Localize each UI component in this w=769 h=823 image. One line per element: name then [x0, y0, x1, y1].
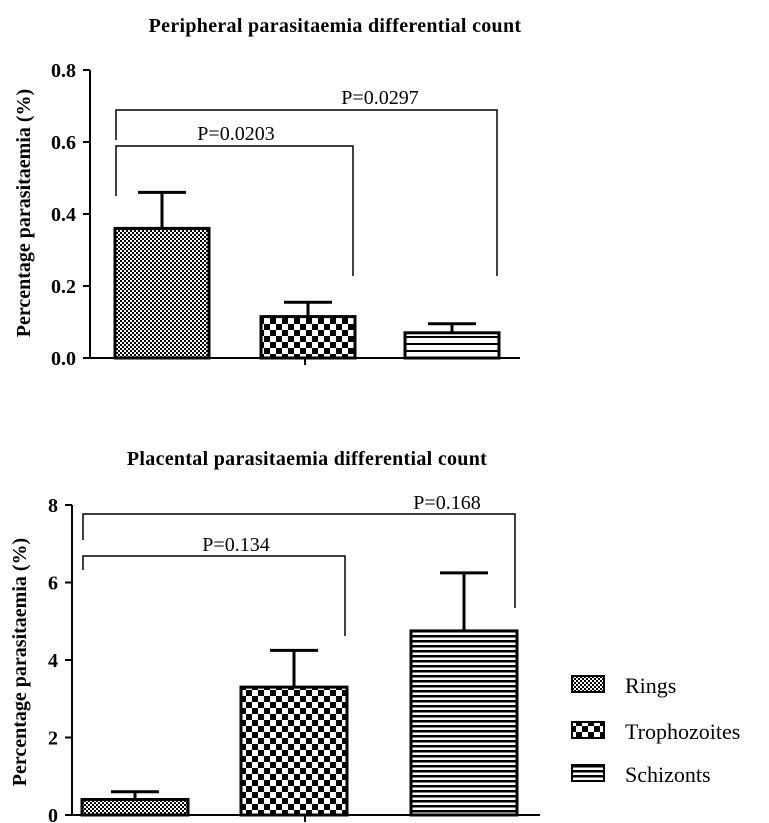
y-tick-label: 4	[48, 650, 58, 672]
legend: Rings Trophozoites Schizonts	[571, 673, 740, 787]
y-tick-label: 0.8	[51, 60, 76, 82]
y-tick-label: 2	[48, 728, 58, 750]
legend-swatch-trophozoites	[571, 721, 605, 739]
chart-title: Peripheral parasitaemia differential cou…	[149, 15, 522, 37]
significance-bracket	[115, 145, 354, 276]
bar-rings	[113, 226, 211, 360]
p-value-label: P=0.168	[413, 492, 480, 514]
y-tick-label: 6	[48, 573, 58, 595]
legend-label-schizonts: Schizonts	[625, 762, 711, 787]
p-value-label: P=0.134	[202, 534, 269, 556]
y-ticks: 0.0 0.2 0.4 0.6 0.8	[51, 60, 90, 370]
y-tick-label: 0.4	[51, 204, 76, 226]
p-value-label: P=0.0297	[341, 87, 418, 109]
bar-trophozoites	[239, 685, 349, 817]
legend-label-trophozoites: Trophozoites	[625, 719, 740, 744]
bar-rings	[80, 798, 190, 817]
peripheral-chart: Peripheral parasitaemia differential cou…	[13, 15, 521, 370]
significance-bracket	[115, 109, 498, 276]
legend-swatch-schizonts	[571, 764, 605, 782]
placental-chart: Placental parasitaemia differential coun…	[9, 448, 540, 823]
significance-bracket	[82, 555, 346, 636]
chart-title: Placental parasitaemia differential coun…	[127, 448, 487, 470]
bar-schizonts	[403, 331, 501, 360]
bar-schizonts	[409, 629, 519, 817]
y-tick-label: 0.0	[51, 348, 76, 370]
y-tick-label: 0.6	[51, 132, 76, 154]
legend-label-rings: Rings	[625, 673, 676, 698]
p-value-label: P=0.0203	[197, 123, 274, 145]
legend-swatch-rings	[571, 675, 605, 693]
y-tick-label: 0.2	[51, 276, 76, 298]
y-axis-label: Percentage parasitaemia (%)	[13, 89, 35, 337]
significance-bracket	[82, 513, 516, 608]
error-bars	[111, 571, 488, 800]
significance-brackets: P=0.134 P=0.168	[82, 492, 516, 636]
bars	[80, 629, 519, 817]
bars	[113, 226, 501, 360]
bar-trophozoites	[259, 315, 357, 360]
y-ticks: 0 2 4 6 8	[48, 495, 72, 823]
y-tick-label: 8	[48, 495, 58, 517]
significance-brackets: P=0.0203 P=0.0297	[115, 87, 498, 276]
error-bars	[138, 190, 476, 333]
y-tick-label: 0	[48, 805, 58, 823]
y-axis-label: Percentage parasitaemia (%)	[9, 538, 31, 786]
